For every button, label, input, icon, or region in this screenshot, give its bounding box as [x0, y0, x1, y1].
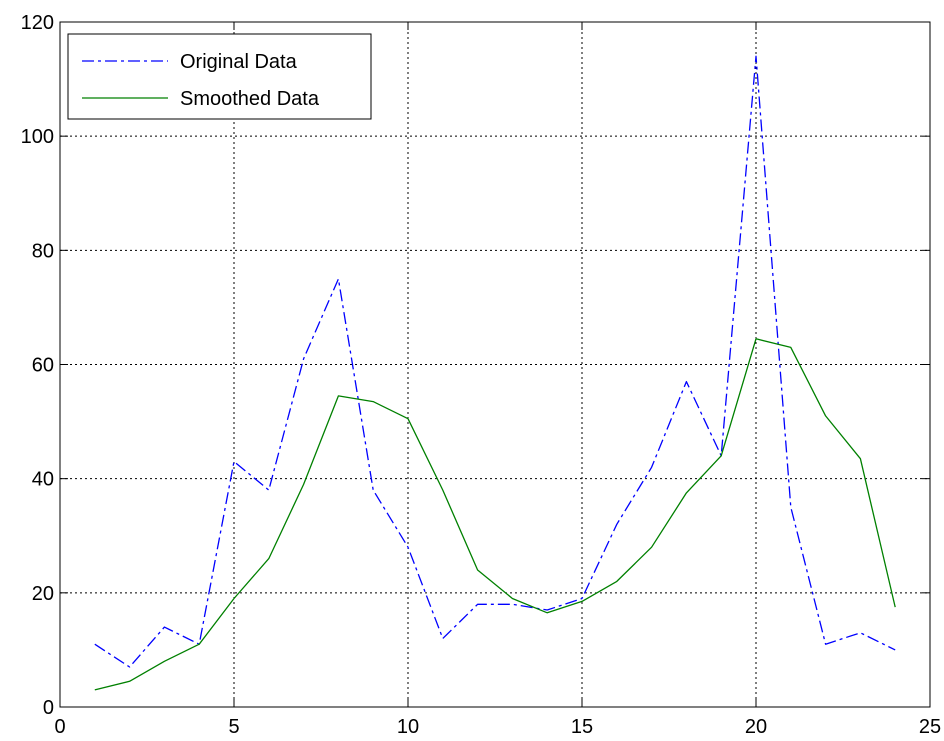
legend-box: [67, 33, 372, 120]
x-tick-label: 5: [228, 716, 239, 738]
y-tick-label: 80: [32, 240, 54, 262]
legend-label-original: Original Data: [180, 51, 298, 73]
x-tick-label: 0: [54, 716, 65, 738]
legend-label-smoothed: Smoothed Data: [180, 88, 320, 110]
y-tick-label: 20: [32, 583, 54, 605]
axis-ticks: 0 5 10 15 20 25 0 20 40 60 80 100 120: [21, 12, 942, 738]
y-tick-label: 60: [32, 355, 54, 377]
y-tick-label: 120: [21, 12, 54, 34]
y-tick-label: 100: [21, 126, 54, 148]
x-tick-label: 20: [745, 716, 767, 738]
series-line-smoothed-data: [94, 338, 896, 691]
x-tick-label: 25: [919, 716, 941, 738]
legend: Original Data Smoothed Data: [67, 33, 372, 120]
y-tick-label: 40: [32, 469, 54, 491]
x-tick-label: 15: [571, 716, 593, 738]
y-tick-label: 0: [43, 697, 54, 719]
grid: [60, 22, 930, 707]
series-lines: [94, 55, 896, 691]
x-tick-label: 10: [397, 716, 419, 738]
